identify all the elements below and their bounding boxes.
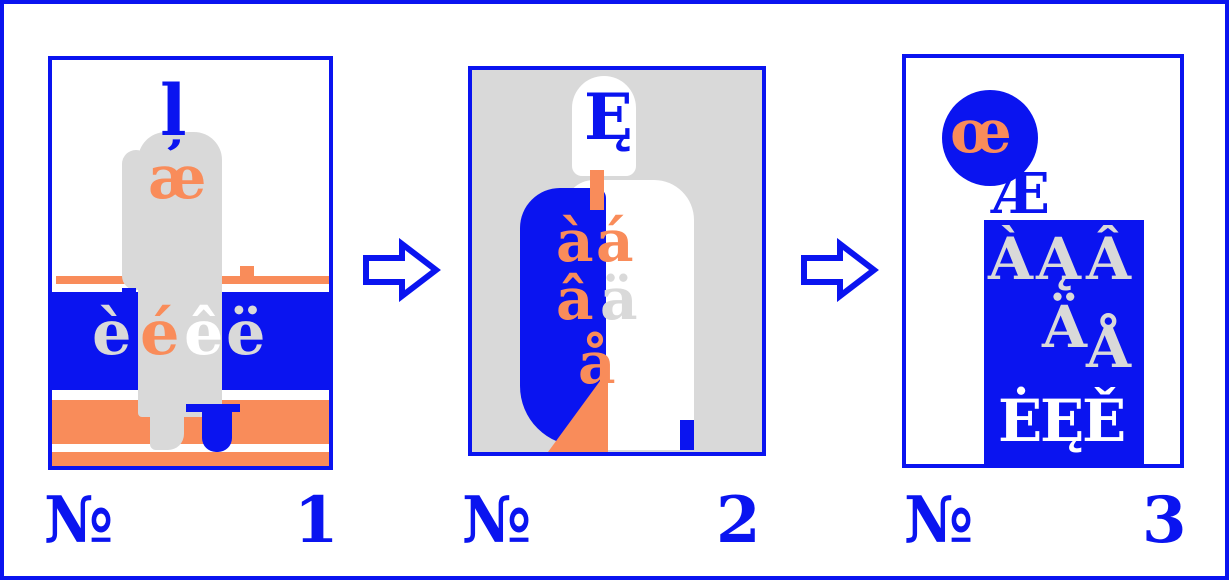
figure-arm [122,150,150,290]
figure-body [138,132,222,417]
glyph-ae: æ [148,143,207,213]
number-3: 3 [1142,483,1187,558]
glyph-A-circ: Â [1086,225,1132,293]
panel-2: Ę à á â ä å [468,66,766,456]
glyph-a-ring: å [578,329,616,397]
number-sign-3: № [904,483,974,558]
figure-crossbar [186,404,240,412]
orange-lower-shape [548,370,608,452]
glyph-E-caron: Ě [1082,387,1127,455]
figure-head [572,76,636,176]
glyph-e-grave: è [92,296,132,369]
number-sign-2: № [462,483,532,558]
blue-hand-2 [222,292,232,314]
panel-3: œ Æ À Ą Â Ä Å Ė Ę Ě [902,54,1184,468]
glyph-E-dot: Ė [998,387,1043,455]
glyph-a-grave: à [556,207,594,275]
glyph-A-diaer: Ä [1042,293,1088,361]
glyph-e-circ: ê [184,296,224,369]
orange-stripe-2 [52,452,329,466]
glyph-e-acute: é [140,296,180,369]
blue-hand [680,420,694,450]
glyph-a-circ: â [556,265,594,333]
glyph-AE: Æ [992,161,1050,227]
glyph-a-acute: á [596,207,634,275]
blue-circle [942,90,1038,186]
glyph-l-cedilla: ļ [160,69,187,152]
glyph-A-grave: À [988,225,1034,293]
figure-foot [202,406,232,452]
orange-notch [240,266,254,278]
outline-right-arrow-icon [363,238,441,302]
number-2: 2 [716,483,761,558]
outline-right-arrow-icon [801,238,879,302]
panel-1: ļ æ è é ê ë [48,56,333,470]
glyph-A-ogonek: Ą [1036,225,1082,293]
glyph-E-ogonek: Ę [584,80,633,155]
blue-block [984,220,1144,464]
number-sign-1: № [44,483,114,558]
glyph-e-diaer: ë [226,296,266,369]
glyph-E-ogonek: Ę [1040,387,1085,455]
glyph-A-ring: Å [1086,313,1132,381]
figure-leg [150,410,184,450]
glyph-a-diaer: ä [600,265,638,333]
orange-neck [590,170,604,210]
glyph-oe: œ [950,97,1012,167]
white-line-2 [52,444,329,452]
number-1: 1 [294,483,339,558]
blue-hand [122,288,136,308]
